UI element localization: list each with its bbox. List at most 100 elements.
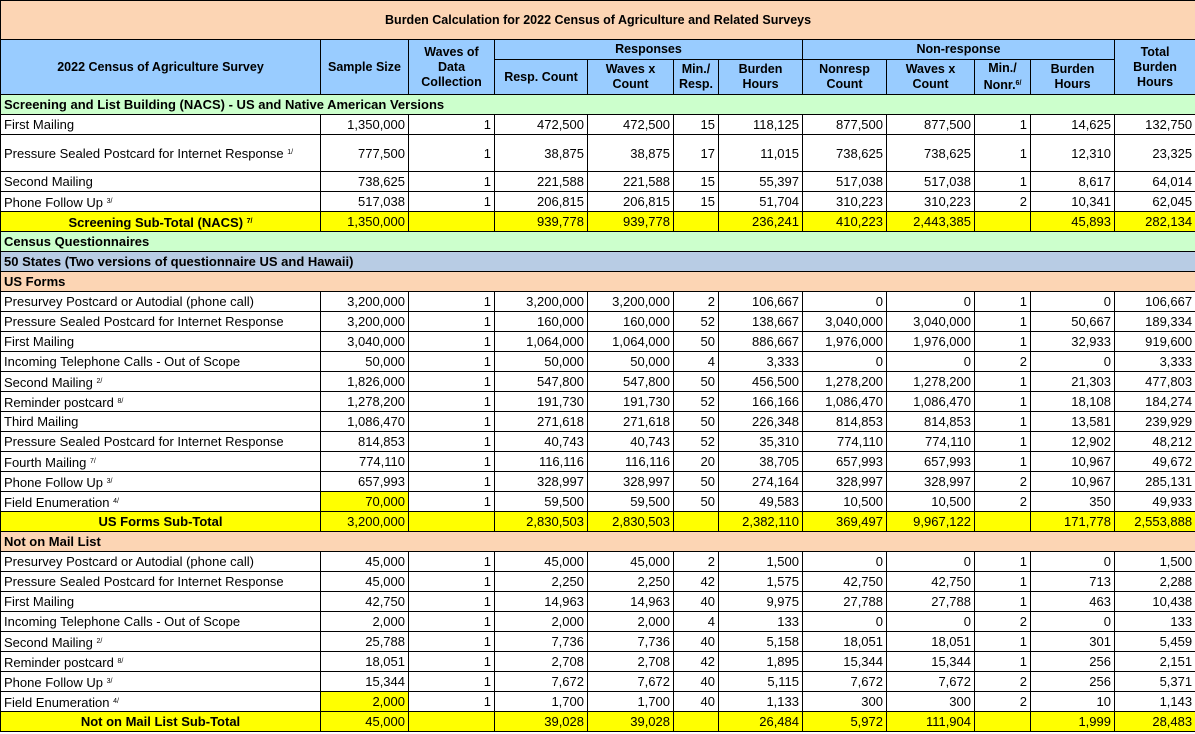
- value-cell: 3,200,000: [320, 291, 409, 312]
- section-label: Census Questionnaires: [0, 231, 1195, 252]
- value-cell: 919,600: [1113, 331, 1195, 352]
- value-cell: 18,051: [886, 631, 975, 652]
- value-cell: 50: [673, 471, 719, 492]
- value-cell: 2: [974, 351, 1031, 372]
- value-cell: 40: [673, 671, 719, 692]
- value-cell: 10,500: [802, 491, 887, 512]
- header-cell: 2022 Census of Agriculture Survey: [0, 39, 321, 95]
- value-cell: 160,000: [587, 311, 674, 332]
- value-cell: 1,500: [718, 551, 803, 572]
- value-cell: 3,040,000: [802, 311, 887, 332]
- value-cell: [974, 711, 1031, 732]
- row-label: First Mailing: [0, 591, 321, 612]
- header-cell: Resp. Count: [494, 59, 588, 95]
- value-cell: 7,672: [802, 671, 887, 692]
- value-cell: 1: [974, 451, 1031, 472]
- value-cell: 2,000: [320, 691, 409, 712]
- value-cell: 21,303: [1030, 371, 1115, 392]
- row-label: Phone Follow Up 3/: [0, 671, 321, 692]
- value-cell: 1: [974, 651, 1031, 672]
- footnote-ref: 4/: [113, 697, 119, 705]
- value-cell: 50,667: [1030, 311, 1115, 332]
- value-cell: 2: [974, 491, 1031, 512]
- value-cell: 48,212: [1113, 431, 1195, 452]
- value-cell: 1: [408, 351, 495, 372]
- row-label: Incoming Telephone Calls - Out of Scope: [0, 351, 321, 372]
- value-cell: 226,348: [718, 411, 803, 432]
- value-cell: 42: [673, 651, 719, 672]
- value-cell: 1: [974, 371, 1031, 392]
- header-cell: Responses: [494, 39, 803, 60]
- value-cell: 1,350,000: [320, 211, 409, 232]
- value-cell: 38,705: [718, 451, 803, 472]
- value-cell: 50: [673, 331, 719, 352]
- value-cell: 0: [1030, 291, 1115, 312]
- value-cell: 50: [673, 371, 719, 392]
- value-cell: 7,672: [587, 671, 674, 692]
- value-cell: 310,223: [886, 191, 975, 212]
- value-cell: 50: [673, 491, 719, 512]
- label-text: Phone Follow Up: [4, 474, 103, 490]
- header-text: Min./ Nonr.: [983, 61, 1017, 92]
- value-cell: 2,830,503: [587, 511, 674, 532]
- value-cell: 1: [974, 331, 1031, 352]
- value-cell: 1: [408, 451, 495, 472]
- table-row: Not on Mail List: [0, 531, 1195, 552]
- row-label: Pressure Sealed Postcard for Internet Re…: [0, 431, 321, 452]
- value-cell: 52: [673, 431, 719, 452]
- footnote-ref: 2/: [96, 637, 103, 645]
- value-cell: 463: [1030, 591, 1115, 612]
- value-cell: 1,895: [718, 651, 803, 672]
- value-cell: 15,344: [886, 651, 975, 672]
- value-cell: 221,588: [587, 171, 674, 192]
- value-cell: 5,972: [802, 711, 887, 732]
- footnote-ref: 3/: [106, 197, 113, 205]
- value-cell: 59,500: [494, 491, 588, 512]
- value-cell: 40,743: [494, 431, 588, 452]
- value-cell: 328,997: [886, 471, 975, 492]
- value-cell: 15: [673, 114, 719, 135]
- value-cell: 12,902: [1030, 431, 1115, 452]
- value-cell: 2: [974, 671, 1031, 692]
- value-cell: [974, 211, 1031, 232]
- value-cell: 1: [974, 571, 1031, 592]
- value-cell: 45,000: [494, 551, 588, 572]
- label-text: Pressure Sealed Postcard for Internet Re…: [4, 314, 284, 329]
- table-row: Presurvey Postcard or Autodial (phone ca…: [0, 551, 1195, 572]
- value-cell: 1: [408, 631, 495, 652]
- value-cell: 45,000: [587, 551, 674, 572]
- value-cell: 42,750: [802, 571, 887, 592]
- table-row: Fourth Mailing 7/774,110 1 116,116 116,116 2…: [0, 451, 1195, 472]
- value-cell: 10: [1030, 691, 1115, 712]
- value-cell: 2,830,503: [494, 511, 588, 532]
- value-cell: 42,750: [320, 591, 409, 612]
- label-text: Fourth Mailing: [4, 454, 87, 470]
- table-row: US Forms: [0, 271, 1195, 292]
- table-body: Screening and List Building (NACS) - US …: [0, 94, 1195, 732]
- value-cell: 369,497: [802, 511, 887, 532]
- value-cell: 106,667: [1113, 291, 1195, 312]
- value-cell: 2,151: [1113, 651, 1195, 672]
- value-cell: 0: [802, 351, 887, 372]
- value-cell: 477,803: [1113, 371, 1195, 392]
- value-cell: 271,618: [494, 411, 588, 432]
- value-cell: 18,051: [320, 651, 409, 672]
- value-cell: 3,200,000: [494, 291, 588, 312]
- table-row: Presurvey Postcard or Autodial (phone ca…: [0, 291, 1195, 312]
- table-title: Burden Calculation for 2022 Census of Ag…: [0, 0, 1195, 40]
- table-row: Screening Sub-Total (NACS) 7/1,350,000 93…: [0, 211, 1195, 232]
- value-cell: 1: [408, 591, 495, 612]
- footnote-ref: 8/: [117, 397, 124, 405]
- value-cell: 5,371: [1113, 671, 1195, 692]
- value-cell: [408, 511, 495, 532]
- value-cell: 10,500: [886, 491, 975, 512]
- value-cell: 547,800: [494, 371, 588, 392]
- value-cell: 301: [1030, 631, 1115, 652]
- value-cell: 1: [408, 291, 495, 312]
- value-cell: 2: [974, 191, 1031, 212]
- value-cell: 2: [673, 551, 719, 572]
- header-cell: Nonresp Count: [802, 59, 887, 95]
- value-cell: 38,875: [494, 134, 588, 172]
- value-cell: 1: [974, 134, 1031, 172]
- value-cell: 50,000: [587, 351, 674, 372]
